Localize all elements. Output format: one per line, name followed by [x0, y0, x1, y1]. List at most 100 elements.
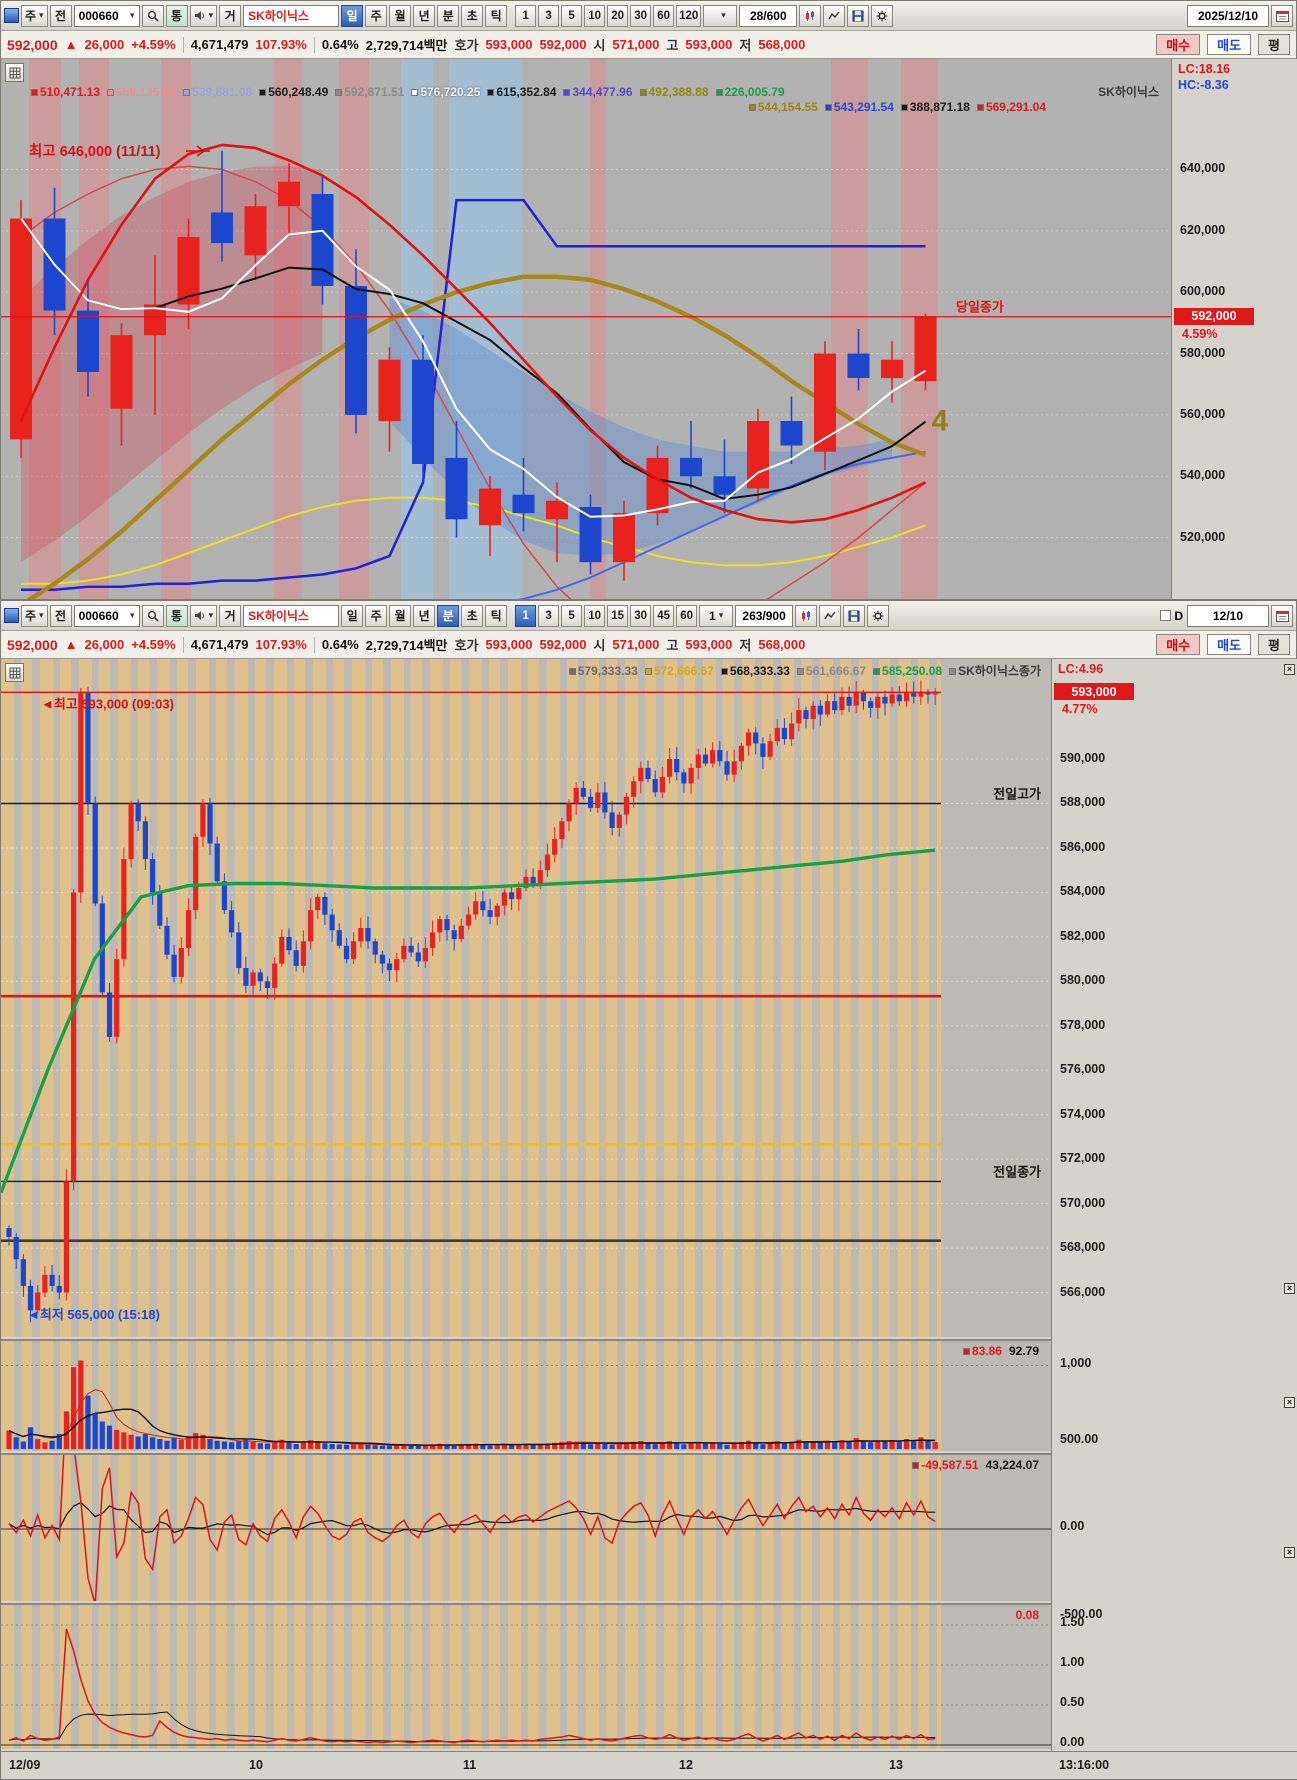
period-button-주[interactable]: 주 [365, 604, 388, 627]
interval-button-1[interactable]: 1 [515, 4, 537, 27]
interval-button-5[interactable]: 5 [561, 604, 583, 627]
ratio-subchart[interactable]: 0.08 [1, 1603, 1051, 1749]
interval-button-10[interactable]: 10 [584, 4, 606, 27]
period-button-일[interactable]: 일 [341, 604, 364, 627]
buy-button[interactable]: 매수 [1156, 634, 1201, 655]
d-label: D [1174, 608, 1183, 623]
daily-candlestick-chart[interactable]: 당일종가 최고 646,000 (11/11) 4 [1, 59, 1171, 599]
daily-legend-row-1: 510,471.13 559,135.09 539,881.08 560,248.49… [31, 83, 1159, 100]
stock-name-field: SK하이닉스 [243, 4, 340, 27]
settings-button[interactable] [867, 604, 890, 627]
chart-grid-button[interactable] [5, 663, 24, 682]
period-button-년[interactable]: 년 [413, 604, 436, 627]
legend-item: 579,333.33 [568, 664, 638, 678]
calendar-button[interactable] [1271, 4, 1293, 27]
interval-button-30[interactable]: 30 [630, 4, 652, 27]
time-axis: 12/09 10 11 12 13 13:16:00 [1, 1751, 1297, 1779]
interval-button-1[interactable]: 1 [515, 604, 537, 627]
interval-button-30[interactable]: 30 [630, 604, 652, 627]
search-button[interactable] [141, 604, 164, 627]
current-price: 592,000 [7, 636, 58, 653]
interval-button-15[interactable]: 15 [607, 604, 629, 627]
date-field[interactable]: 2025/12/10 [1187, 4, 1269, 27]
candle-style-button[interactable] [795, 604, 818, 627]
jeon-button[interactable]: 전 [49, 604, 72, 627]
axis-label: 580,000 [1060, 973, 1106, 988]
sell-button[interactable]: 매도 [1207, 34, 1252, 55]
interval-button-120[interactable]: 120 [676, 4, 702, 27]
candle-style-icon [802, 610, 811, 621]
period-button-틱[interactable]: 틱 [485, 4, 508, 27]
calendar-button[interactable] [1271, 604, 1293, 627]
interval-button-60[interactable]: 60 [676, 604, 698, 627]
axis-label: 566,000 [1060, 1284, 1106, 1299]
interval-button-10[interactable]: 10 [584, 604, 606, 627]
interval-button-20[interactable]: 20 [607, 4, 629, 27]
d-checkbox[interactable] [1160, 610, 1172, 621]
tong-button[interactable]: 통 [165, 4, 188, 27]
stock-code-input[interactable]: 000660 ▾ [73, 604, 140, 627]
period-button-틱[interactable]: 틱 [485, 604, 508, 627]
subpanel-close-button[interactable]: × [1284, 1547, 1295, 1558]
sound-button[interactable]: ▾ [189, 604, 218, 627]
interval-combo[interactable]: ▾ [703, 4, 738, 27]
trendline-button[interactable] [823, 4, 846, 27]
axis-label: 13:16:00 [1059, 1758, 1110, 1772]
period-button-분[interactable]: 분 [437, 604, 460, 627]
sound-button[interactable]: ▾ [189, 4, 218, 27]
buy-button[interactable]: 매수 [1156, 34, 1201, 55]
strength-line-chart[interactable] [1, 1455, 1051, 1601]
minute-price-chart[interactable]: 전일고가 전일종가 ◄최고 593,000 (09:03) ◄최저 565,000 (… [1, 659, 1051, 1337]
interval-combo[interactable]: 1 ▾ [699, 604, 734, 627]
geo-button[interactable]: 거 [219, 4, 242, 27]
save-button[interactable] [847, 4, 870, 27]
period-button-분[interactable]: 분 [437, 4, 460, 27]
date-field[interactable]: 12/10 [1187, 604, 1269, 627]
search-button[interactable] [141, 4, 164, 27]
grid-icon [9, 667, 20, 678]
stock-code-input[interactable]: 000660 ▾ [73, 4, 140, 27]
period-button-월[interactable]: 월 [389, 4, 412, 27]
period-button-초[interactable]: 초 [461, 604, 484, 627]
volume-bars[interactable] [1, 1341, 1051, 1451]
avg-button[interactable]: 평 [1258, 634, 1290, 655]
subpanel-close-button[interactable]: × [1284, 1283, 1295, 1294]
tong-button[interactable]: 통 [165, 604, 188, 627]
volume-value: 4,671,479 [190, 37, 249, 52]
jeon-button[interactable]: 전 [49, 4, 72, 27]
period-button-주[interactable]: 주 [365, 4, 388, 27]
chevron-down-icon: ▾ [39, 10, 44, 20]
period-button-일[interactable]: 일 [341, 4, 364, 27]
settings-button[interactable] [871, 4, 894, 27]
interval-button-3[interactable]: 3 [538, 4, 560, 27]
trendline-button[interactable] [819, 604, 842, 627]
period-button-초[interactable]: 초 [461, 4, 484, 27]
change-arrow-icon: ▲ [64, 37, 78, 52]
chart-kind-combo[interactable]: 주 ▾ [21, 4, 48, 27]
save-button[interactable] [843, 604, 866, 627]
chevron-down-icon: ▾ [208, 610, 214, 620]
sell-button[interactable]: 매도 [1207, 634, 1252, 655]
interval-button-60[interactable]: 60 [653, 4, 675, 27]
subpanel-close-button[interactable]: × [1284, 1397, 1295, 1408]
chart-grid-button[interactable] [5, 63, 24, 82]
ratio-line-chart[interactable] [1, 1605, 1051, 1749]
interval-button-45[interactable]: 45 [653, 604, 675, 627]
subpanel-close-button[interactable]: × [1284, 664, 1295, 675]
avg-button[interactable]: 평 [1258, 34, 1290, 55]
interval-button-5[interactable]: 5 [561, 4, 583, 27]
high-price: 593,000 [685, 37, 733, 52]
geo-button[interactable]: 거 [219, 604, 242, 627]
candle-style-button[interactable] [799, 4, 822, 27]
period-button-월[interactable]: 월 [389, 604, 412, 627]
axis-label: 11 [463, 1758, 477, 1772]
daily-chart-area[interactable]: 당일종가 최고 646,000 (11/11) 4 510,471.13 559,13… [1, 59, 1171, 599]
period-button-년[interactable]: 년 [413, 4, 436, 27]
volume-subchart[interactable]: 83.86 92.79 [1, 1339, 1051, 1451]
interval-button-3[interactable]: 3 [538, 604, 560, 627]
volume-ratio: 107.93% [255, 37, 307, 52]
axis-label: 588,000 [1060, 795, 1106, 810]
strength-subchart[interactable]: -49,587.51 43,224.07 [1, 1453, 1051, 1601]
chart-kind-combo[interactable]: 주 ▾ [21, 604, 48, 627]
